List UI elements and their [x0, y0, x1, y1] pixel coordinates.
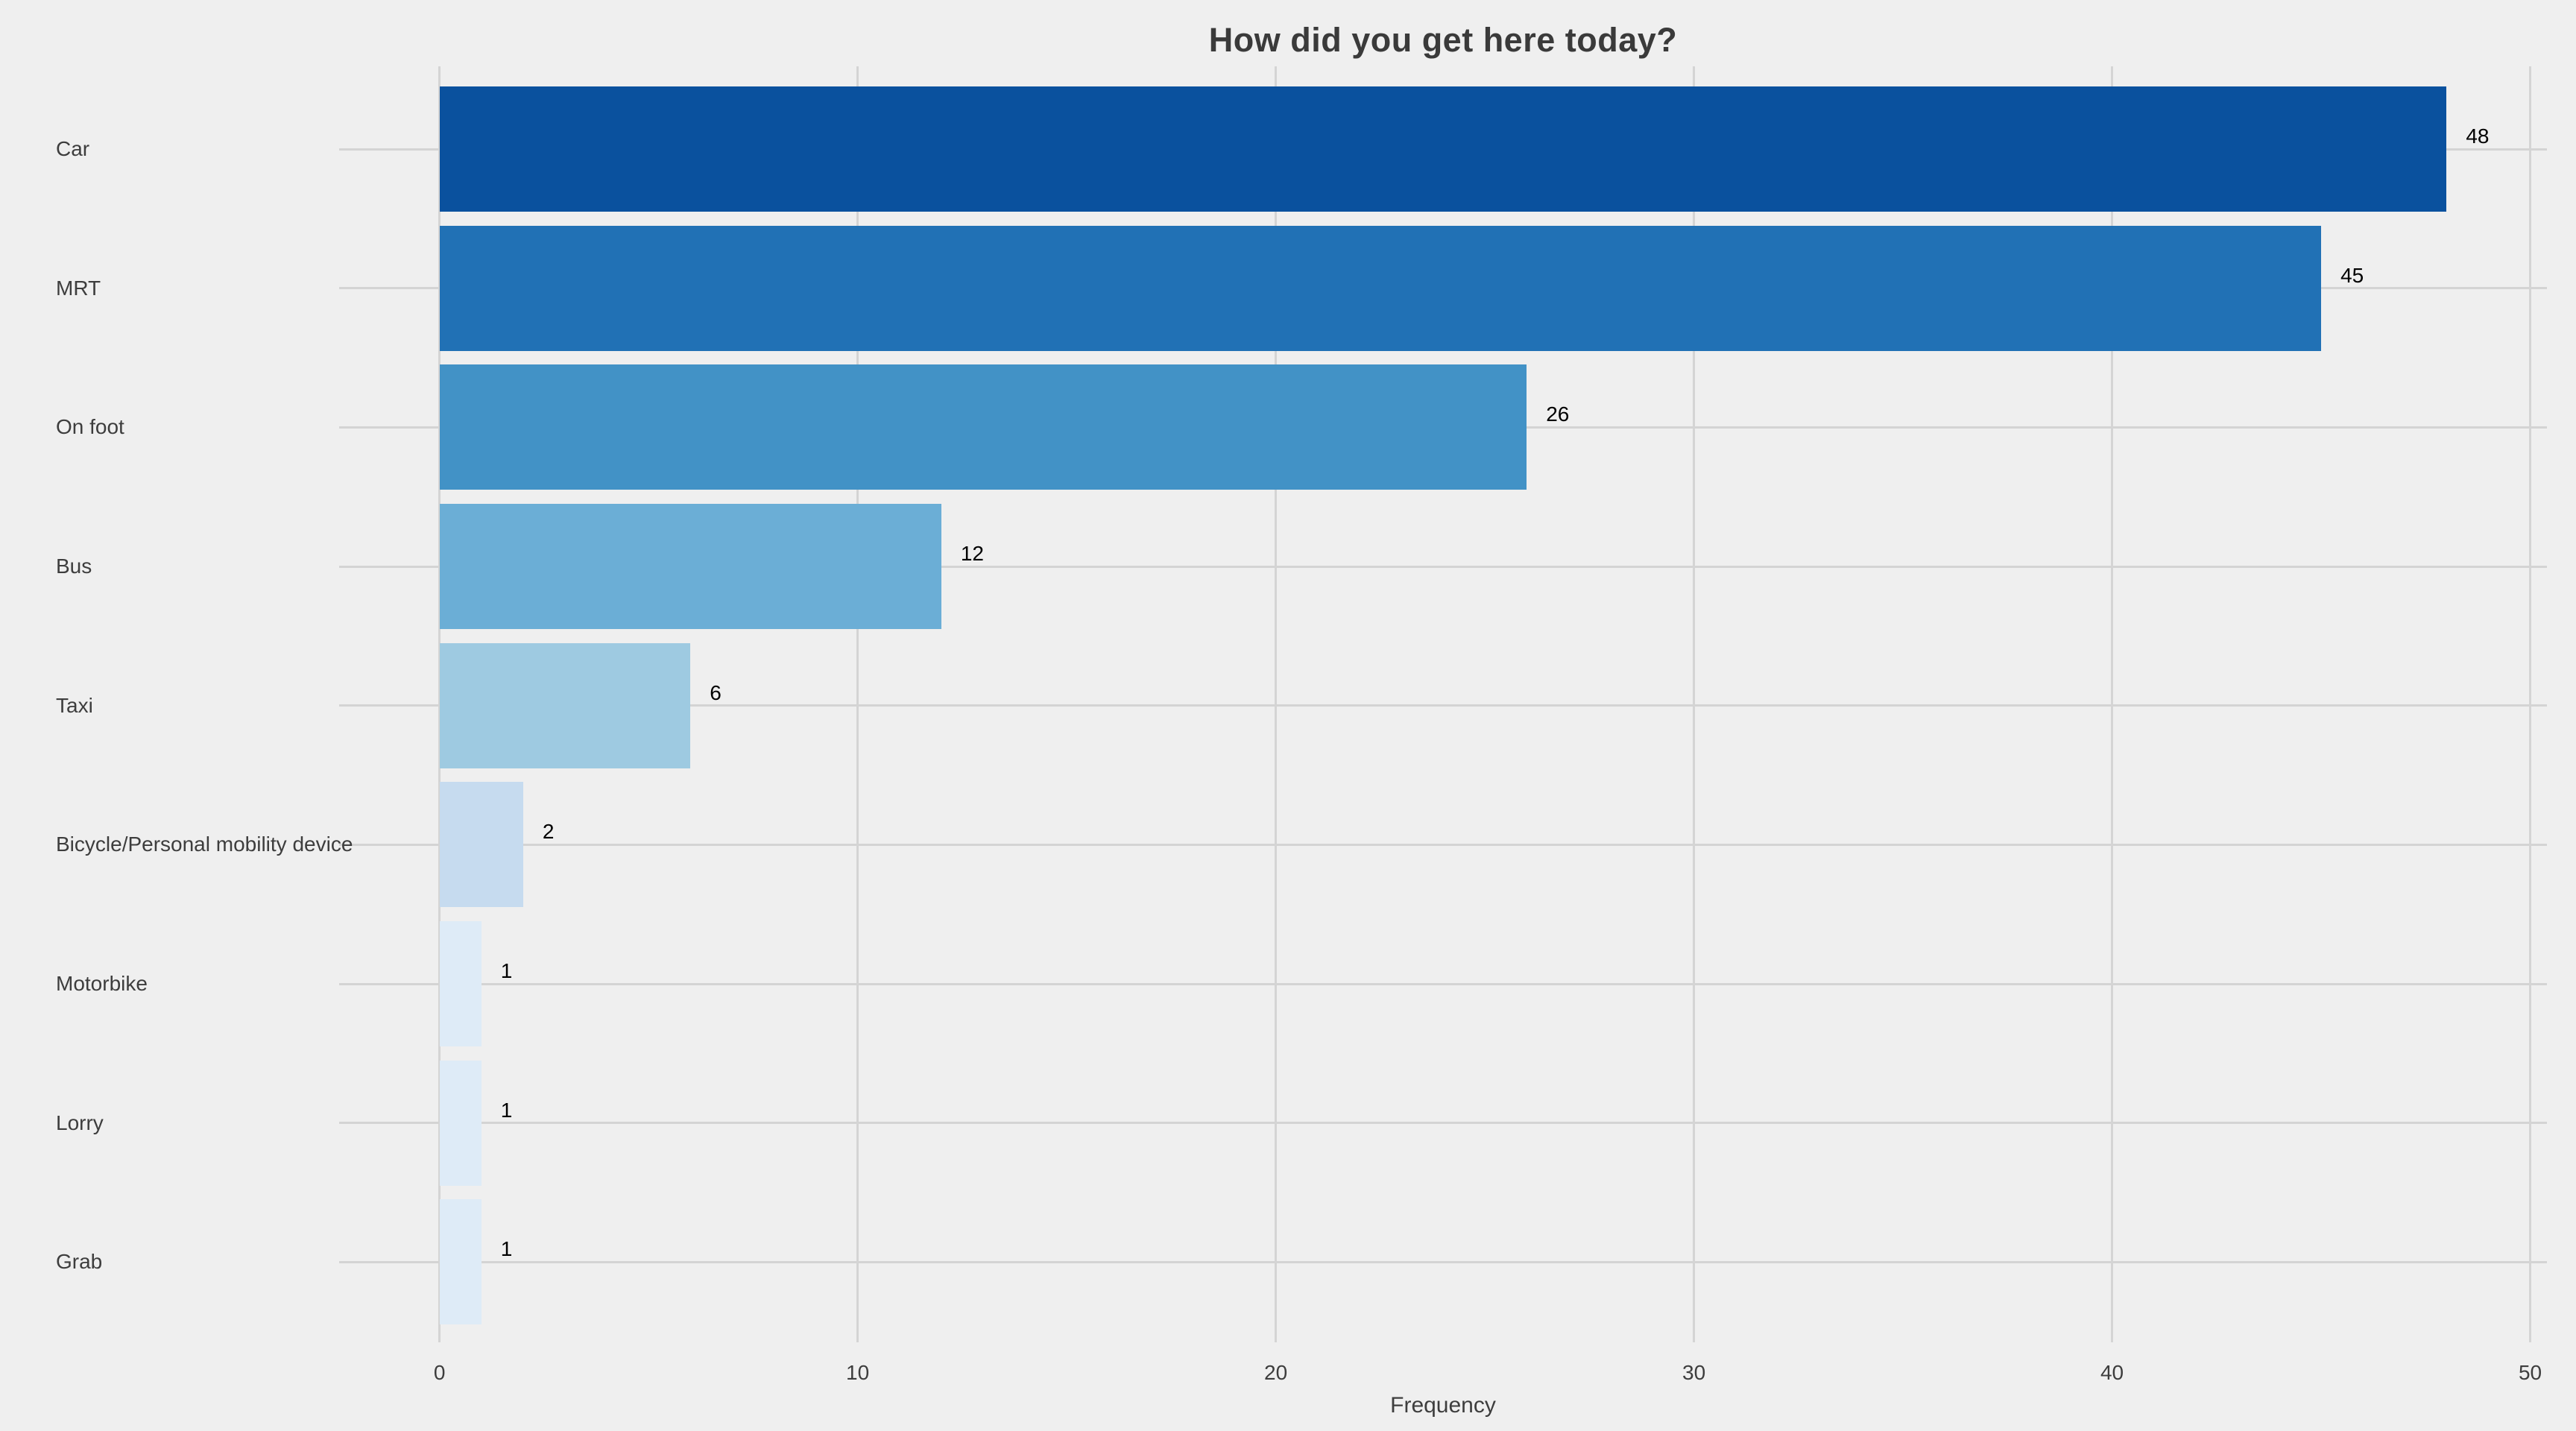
x-gridline [1275, 66, 1278, 1342]
bar-bicycle-personal-mobility-device [439, 782, 523, 908]
y-gridline [339, 1260, 2547, 1263]
bar-value-label: 12 [960, 542, 984, 565]
chart-title: How did you get here today? [1208, 21, 1678, 59]
bar-value-label: 1 [500, 1237, 513, 1261]
bar-taxi [439, 642, 691, 768]
x-gridline [856, 66, 859, 1342]
category-label: Bicycle/Personal mobility device [56, 833, 353, 856]
category-label: Lorry [56, 1111, 104, 1134]
category-label: MRT [56, 276, 101, 300]
y-gridline [339, 982, 2547, 985]
bar-mrt [439, 225, 2322, 351]
y-gridline [339, 843, 2547, 846]
bar-value-label: 45 [2340, 263, 2364, 287]
y-gridline [339, 704, 2547, 707]
bar-grab [439, 1199, 482, 1325]
bar-car [439, 86, 2447, 212]
category-label: On foot [56, 415, 124, 439]
bar-lorry [439, 1060, 482, 1186]
category-label: Bus [56, 555, 92, 578]
y-gridline [339, 1122, 2547, 1125]
x-tick-label: 40 [2100, 1361, 2124, 1384]
x-gridline [2529, 66, 2532, 1342]
x-gridline [2111, 66, 2114, 1342]
bar-value-label: 6 [710, 680, 722, 704]
x-tick-label: 0 [433, 1361, 446, 1384]
category-label: Taxi [56, 693, 93, 717]
x-tick-label: 30 [1682, 1361, 1706, 1384]
category-label: Grab [56, 1250, 103, 1274]
bar-value-label: 26 [1546, 402, 1570, 426]
category-label: Car [56, 137, 90, 160]
bar-value-label: 2 [542, 820, 555, 844]
bar-on-foot [439, 364, 1527, 490]
x-axis-title: Frequency [1390, 1393, 1496, 1418]
bar-motorbike [439, 921, 482, 1047]
x-tick-label: 10 [846, 1361, 870, 1384]
bar-value-label: 1 [500, 1098, 513, 1122]
x-gridline [1693, 66, 1696, 1342]
bar-bus [439, 504, 941, 629]
y-gridline [339, 565, 2547, 568]
x-tick-label: 20 [1264, 1361, 1288, 1384]
x-tick-label: 50 [2518, 1361, 2542, 1384]
bar-value-label: 48 [2466, 124, 2490, 148]
category-label: Motorbike [56, 972, 148, 996]
bar-value-label: 1 [500, 959, 513, 983]
